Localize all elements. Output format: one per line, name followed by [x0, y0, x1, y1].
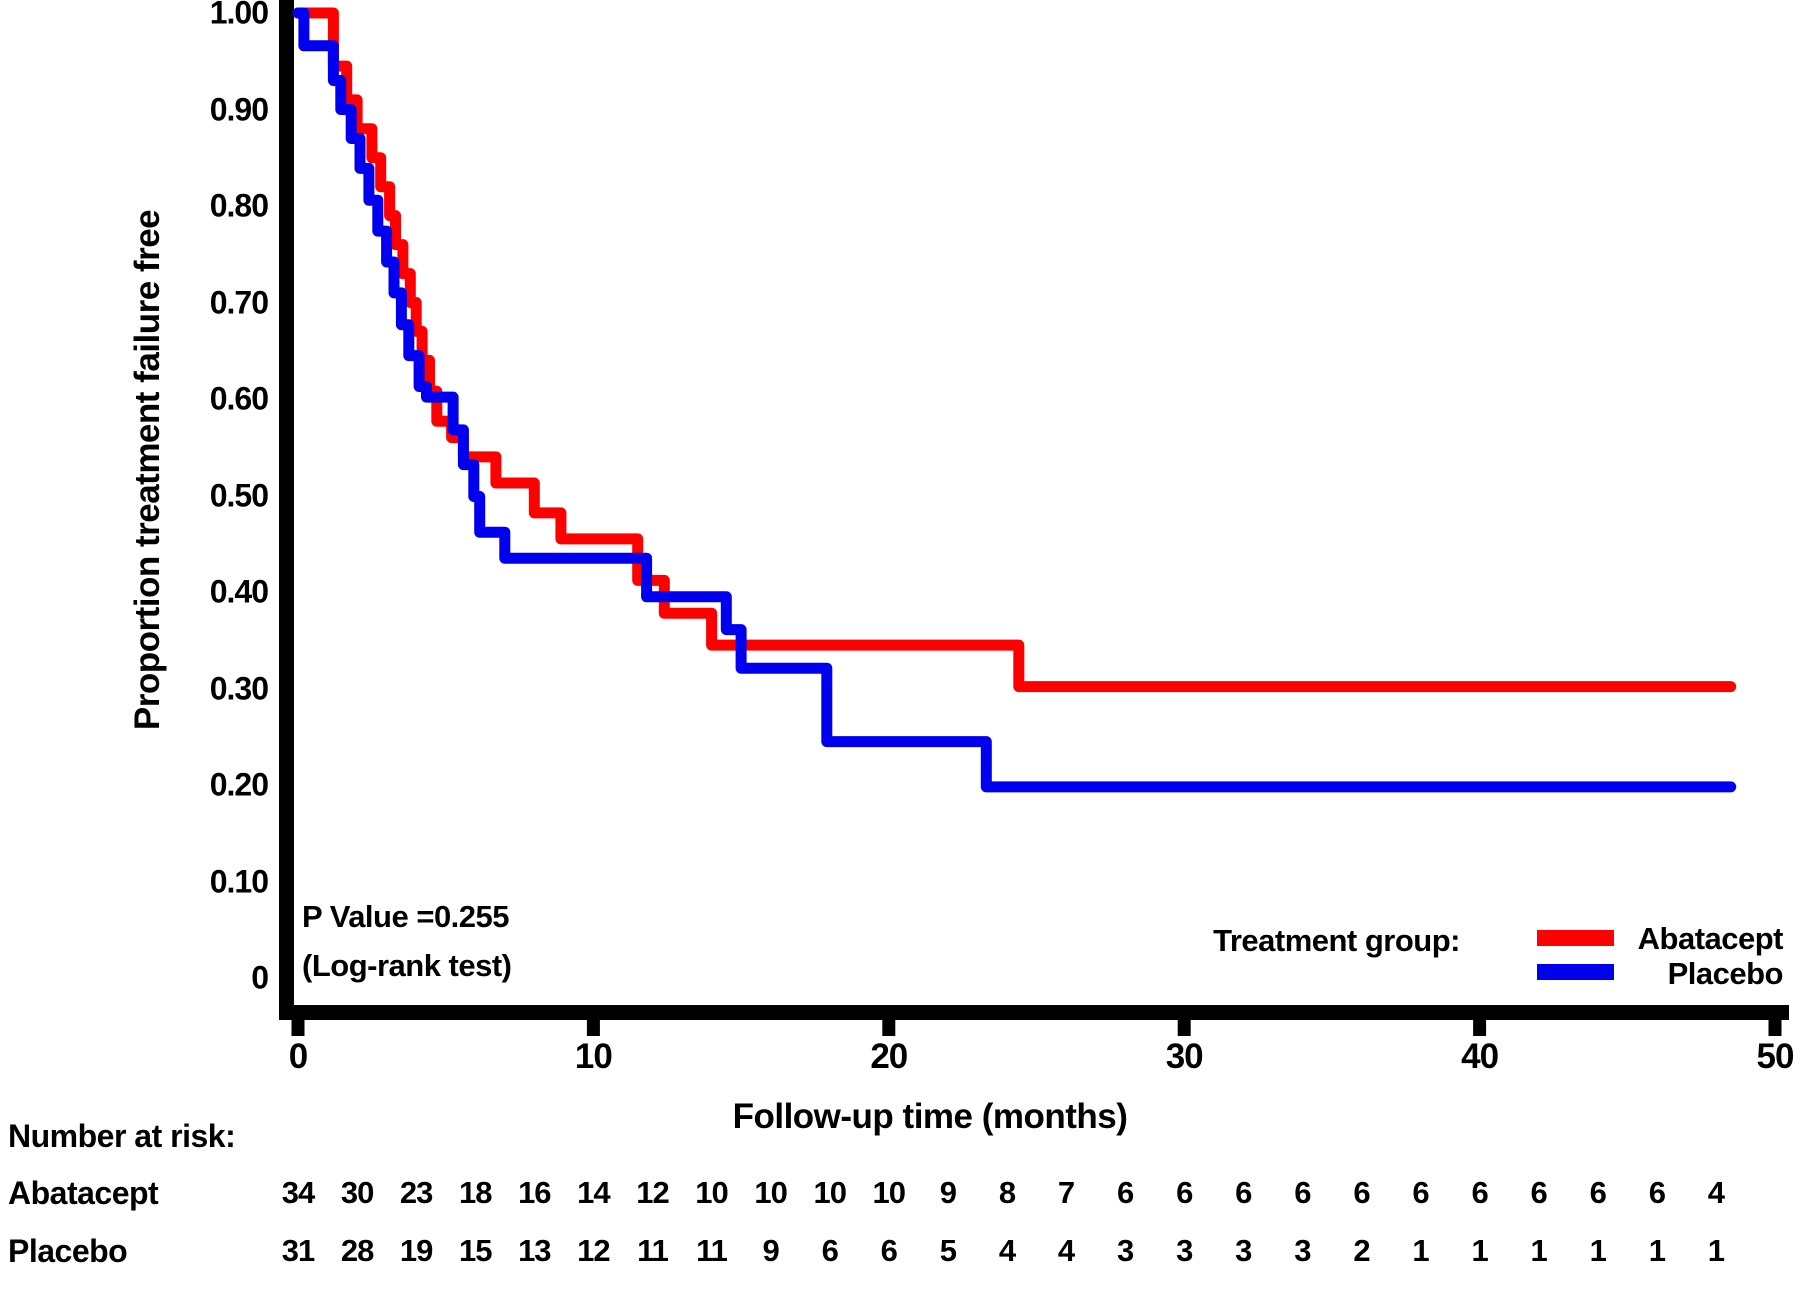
risk-value-abatacept-m28: 6: [1116, 1175, 1134, 1210]
risk-value-abatacept-m40: 6: [1471, 1175, 1488, 1210]
x-tick-label: 50: [1756, 1037, 1795, 1076]
legend-swatch-placebo: [1537, 964, 1614, 980]
risk-value-abatacept-m16: 10: [754, 1175, 787, 1210]
risk-value-abatacept-m4: 23: [399, 1175, 433, 1210]
x-axis-tick: [1177, 1019, 1191, 1036]
number-at-risk-table: Number at risk: Abatacept Placebo 34 30 23…: [0, 1118, 1800, 1313]
legend: Treatment group: Abatacept Placebo: [1040, 915, 1790, 1005]
y-tick-label: 0.90: [209, 91, 269, 127]
x-axis-tick: [291, 1019, 305, 1036]
risk-value-placebo-m16: 9: [762, 1233, 780, 1268]
risk-value-placebo-m34: 3: [1294, 1233, 1311, 1268]
risk-value-placebo-m26: 4: [1057, 1233, 1075, 1268]
risk-value-abatacept-m30: 6: [1176, 1175, 1193, 1210]
x-axis-line: [279, 1005, 1789, 1020]
legend-label-placebo: Placebo: [1667, 956, 1784, 991]
risk-value-placebo-m38: 1: [1412, 1233, 1429, 1268]
risk-value-placebo-m8: 13: [518, 1233, 551, 1268]
y-tick-label: 0.80: [209, 187, 269, 224]
risk-value-placebo-m12: 11: [637, 1233, 669, 1268]
y-tick-label: 0.50: [209, 477, 269, 513]
y-tick-label: 1.00: [209, 0, 269, 31]
risk-value-placebo-m30: 3: [1176, 1233, 1193, 1268]
risk-value-placebo-m22: 5: [939, 1233, 957, 1268]
risk-value-abatacept-m18: 10: [813, 1175, 846, 1210]
risk-value-placebo-m4: 19: [399, 1233, 433, 1268]
risk-value-placebo-m14: 11: [696, 1233, 728, 1268]
x-tick-label: 40: [1461, 1037, 1499, 1076]
x-axis-tick: [586, 1019, 600, 1036]
risk-value-placebo-m24: 4: [998, 1233, 1016, 1268]
risk-row-label-placebo: Placebo: [8, 1233, 128, 1269]
risk-value-abatacept-m20: 10: [872, 1175, 906, 1210]
risk-value-abatacept-m22: 9: [939, 1175, 957, 1210]
legend-title: Treatment group:: [1213, 923, 1460, 958]
risk-value-abatacept-m42: 6: [1530, 1175, 1548, 1210]
risk-value-placebo-m40: 1: [1471, 1233, 1488, 1268]
risk-value-placebo-m28: 3: [1116, 1233, 1134, 1268]
x-tick-label: 0: [288, 1037, 308, 1076]
risk-value-abatacept-m34: 6: [1294, 1175, 1311, 1210]
logrank-line: (Log-rank test): [302, 948, 512, 983]
x-axis-tick: [882, 1019, 896, 1036]
risk-value-abatacept-m32: 6: [1235, 1175, 1252, 1210]
risk-value-abatacept-m10: 14: [577, 1175, 610, 1210]
risk-value-abatacept-m12: 12: [636, 1175, 669, 1210]
km-curve-placebo: [292, 7, 1737, 793]
y-tick-label: 0.20: [209, 766, 269, 803]
y-tick-label: 0.40: [209, 573, 269, 610]
pvalue-line: P Value =0.255: [302, 899, 510, 934]
y-tick-label: 0.30: [209, 670, 269, 706]
risk-value-placebo-m46: 1: [1648, 1233, 1666, 1268]
risk-value-placebo-m10: 12: [577, 1233, 610, 1268]
risk-value-placebo-m32: 3: [1235, 1233, 1252, 1268]
risk-value-placebo-m18: 6: [821, 1233, 839, 1268]
risk-value-abatacept-m2: 30: [340, 1175, 374, 1210]
risk-value-abatacept-m8: 16: [518, 1175, 551, 1210]
x-tick-label: 10: [574, 1037, 613, 1076]
y-tick-label: 0.70: [209, 284, 269, 320]
pvalue-annotation: P Value =0.255 (Log-rank test): [302, 892, 512, 990]
risk-value-placebo-m44: 1: [1589, 1233, 1607, 1268]
y-axis-title: Proportion treatment failure free: [128, 209, 167, 731]
risk-value-placebo-m48: 1: [1707, 1233, 1725, 1268]
risk-value-placebo-m6: 15: [458, 1233, 492, 1268]
risk-value-placebo-m0: 31: [281, 1233, 315, 1268]
risk-value-placebo-m2: 28: [340, 1233, 374, 1268]
x-axis-title: Follow-up time (months): [732, 1097, 1128, 1136]
x-tick-label: 20: [870, 1037, 908, 1076]
risk-value-placebo-m42: 1: [1530, 1233, 1548, 1268]
x-tick-label: 30: [1165, 1037, 1204, 1076]
risk-table-heading: Number at risk:: [8, 1118, 236, 1154]
x-axis-tick: [1768, 1019, 1782, 1036]
risk-value-abatacept-m14: 10: [695, 1175, 728, 1210]
risk-value-abatacept-m26: 7: [1057, 1175, 1075, 1210]
risk-value-abatacept-m24: 8: [998, 1175, 1016, 1210]
risk-value-abatacept-m0: 34: [281, 1175, 315, 1210]
y-tick-label: 0.60: [209, 380, 269, 417]
risk-value-placebo-m20: 6: [880, 1233, 898, 1268]
y-axis-line: [279, 0, 294, 1019]
risk-row-label-abatacept: Abatacept: [8, 1175, 159, 1211]
risk-value-abatacept-m48: 4: [1707, 1175, 1725, 1210]
risk-value-abatacept-m44: 6: [1589, 1175, 1607, 1210]
legend-label-abatacept: Abatacept: [1637, 921, 1784, 956]
x-axis-tick: [1473, 1019, 1487, 1036]
risk-value-abatacept-m6: 18: [458, 1175, 492, 1210]
y-tick-label: 0.10: [209, 863, 269, 899]
legend-swatch-abatacept: [1537, 930, 1614, 946]
y-tick-label: 0: [251, 959, 269, 996]
risk-value-abatacept-m46: 6: [1648, 1175, 1666, 1210]
risk-value-placebo-m36: 2: [1353, 1233, 1370, 1268]
risk-value-abatacept-m36: 6: [1353, 1175, 1370, 1210]
km-curve-abatacept: [292, 7, 1737, 693]
risk-value-abatacept-m38: 6: [1412, 1175, 1429, 1210]
